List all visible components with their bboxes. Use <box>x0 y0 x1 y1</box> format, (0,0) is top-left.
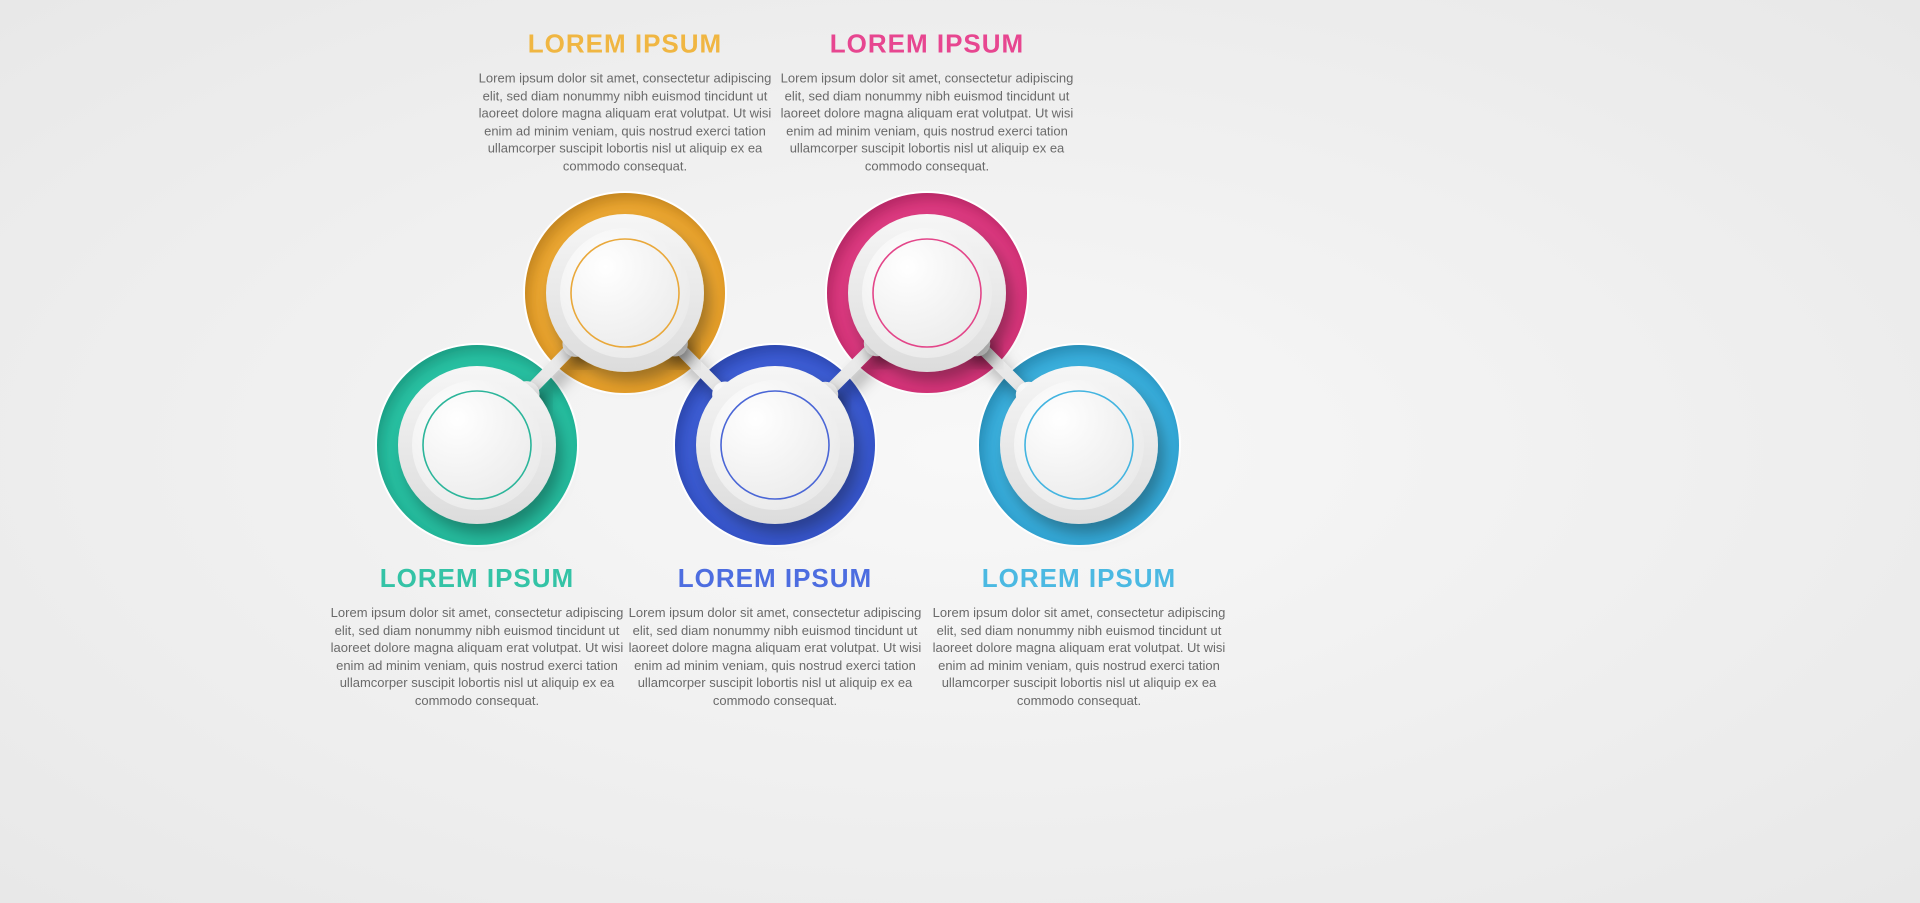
node-button-pink <box>862 228 992 358</box>
node-body-cyan: Lorem ipsum dolor sit amet, consectetur … <box>929 604 1229 709</box>
node-body-blue: Lorem ipsum dolor sit amet, consectetur … <box>625 604 925 709</box>
node-button-teal <box>412 380 542 510</box>
text-block-cyan: LOREM IPSUM Lorem ipsum dolor sit amet, c… <box>929 563 1229 709</box>
node-button-orange <box>560 228 690 358</box>
node-button-cyan <box>1014 380 1144 510</box>
text-block-teal: LOREM IPSUM Lorem ipsum dolor sit amet, c… <box>327 563 627 709</box>
node-body-orange: Lorem ipsum dolor sit amet, consectetur … <box>475 70 775 175</box>
node-title-orange: LOREM IPSUM <box>475 29 775 60</box>
infographic-stage: LOREM IPSUMLorem ipsum dolor sit amet, c… <box>0 0 1920 903</box>
node-title-blue: LOREM IPSUM <box>625 563 925 594</box>
text-block-orange: LOREM IPSUM Lorem ipsum dolor sit amet, c… <box>475 29 775 175</box>
node-body-teal: Lorem ipsum dolor sit amet, consectetur … <box>327 604 627 709</box>
text-block-blue: LOREM IPSUM Lorem ipsum dolor sit amet, c… <box>625 563 925 709</box>
node-title-pink: LOREM IPSUM <box>777 29 1077 60</box>
node-button-blue <box>710 380 840 510</box>
node-body-pink: Lorem ipsum dolor sit amet, consectetur … <box>777 70 1077 175</box>
text-block-pink: LOREM IPSUM Lorem ipsum dolor sit amet, c… <box>777 29 1077 175</box>
node-title-teal: LOREM IPSUM <box>327 563 627 594</box>
node-title-cyan: LOREM IPSUM <box>929 563 1229 594</box>
